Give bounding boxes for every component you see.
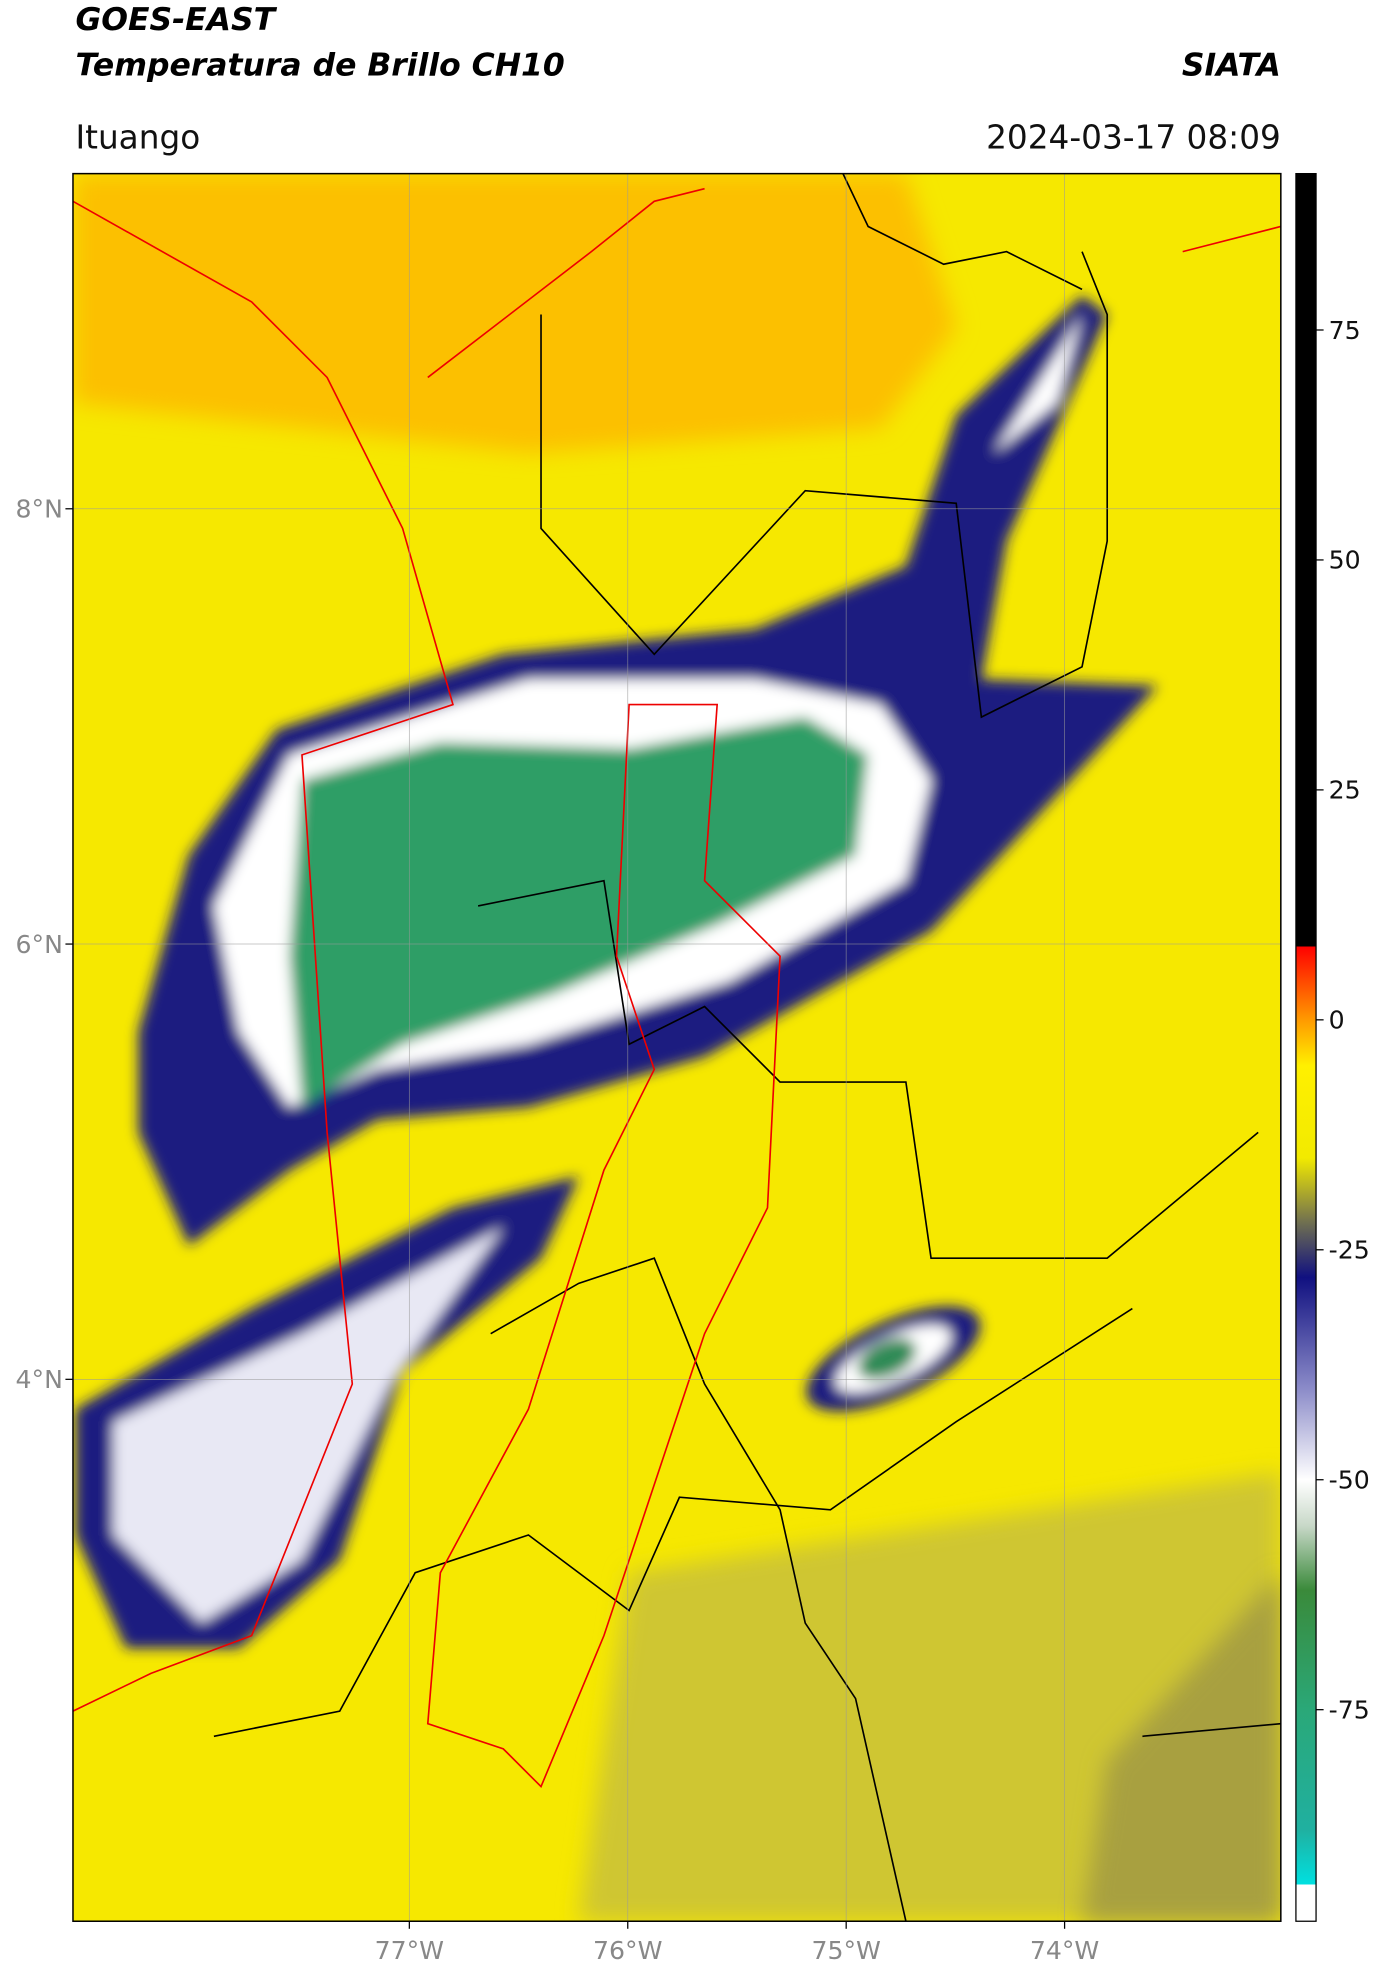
y-tick-label: 6°N	[16, 930, 63, 959]
colorbar-tick-label: -75	[1329, 1695, 1370, 1724]
y-tick-label: 8°N	[16, 495, 63, 524]
organization: SIATA	[1182, 47, 1281, 83]
x-tick-label: 74°W	[1030, 1936, 1100, 1965]
map-area	[72, 173, 1281, 1922]
graticule	[72, 173, 1281, 1922]
title: GOES-EAST	[75, 2, 277, 38]
colorbar-tick-label: 75	[1329, 316, 1361, 345]
colorbar-tick-label: 50	[1329, 546, 1361, 575]
colorbar-tick-label: -25	[1329, 1236, 1370, 1265]
y-tick-label: 4°N	[16, 1365, 63, 1394]
borders	[72, 173, 1281, 1922]
olive-region	[1082, 1572, 1281, 1922]
subtitle: Temperatura de Brillo CH10	[75, 47, 564, 83]
x-tick-label: 76°W	[593, 1936, 663, 1965]
x-tick-label: 75°W	[811, 1936, 881, 1965]
map-frame	[72, 172, 1282, 1922]
colorbar	[1295, 172, 1317, 1922]
x-tick-label: 77°W	[375, 1936, 445, 1965]
colorbar-tick-label: 0	[1329, 1006, 1345, 1035]
tick-labels: 77°W 76°W 75°W 74°W 8°N 6°N 4°N 75 50 25 0 -25 -50 -7…	[16, 316, 1370, 1965]
cloud-system	[75, 295, 1158, 1649]
colorbar-tick-label: 25	[1329, 776, 1361, 805]
location: Ituango	[75, 118, 200, 156]
datetime: 2024-03-17 08:09	[986, 118, 1281, 156]
warm-region	[72, 173, 957, 453]
colorbar-tick-label: -50	[1329, 1466, 1370, 1495]
